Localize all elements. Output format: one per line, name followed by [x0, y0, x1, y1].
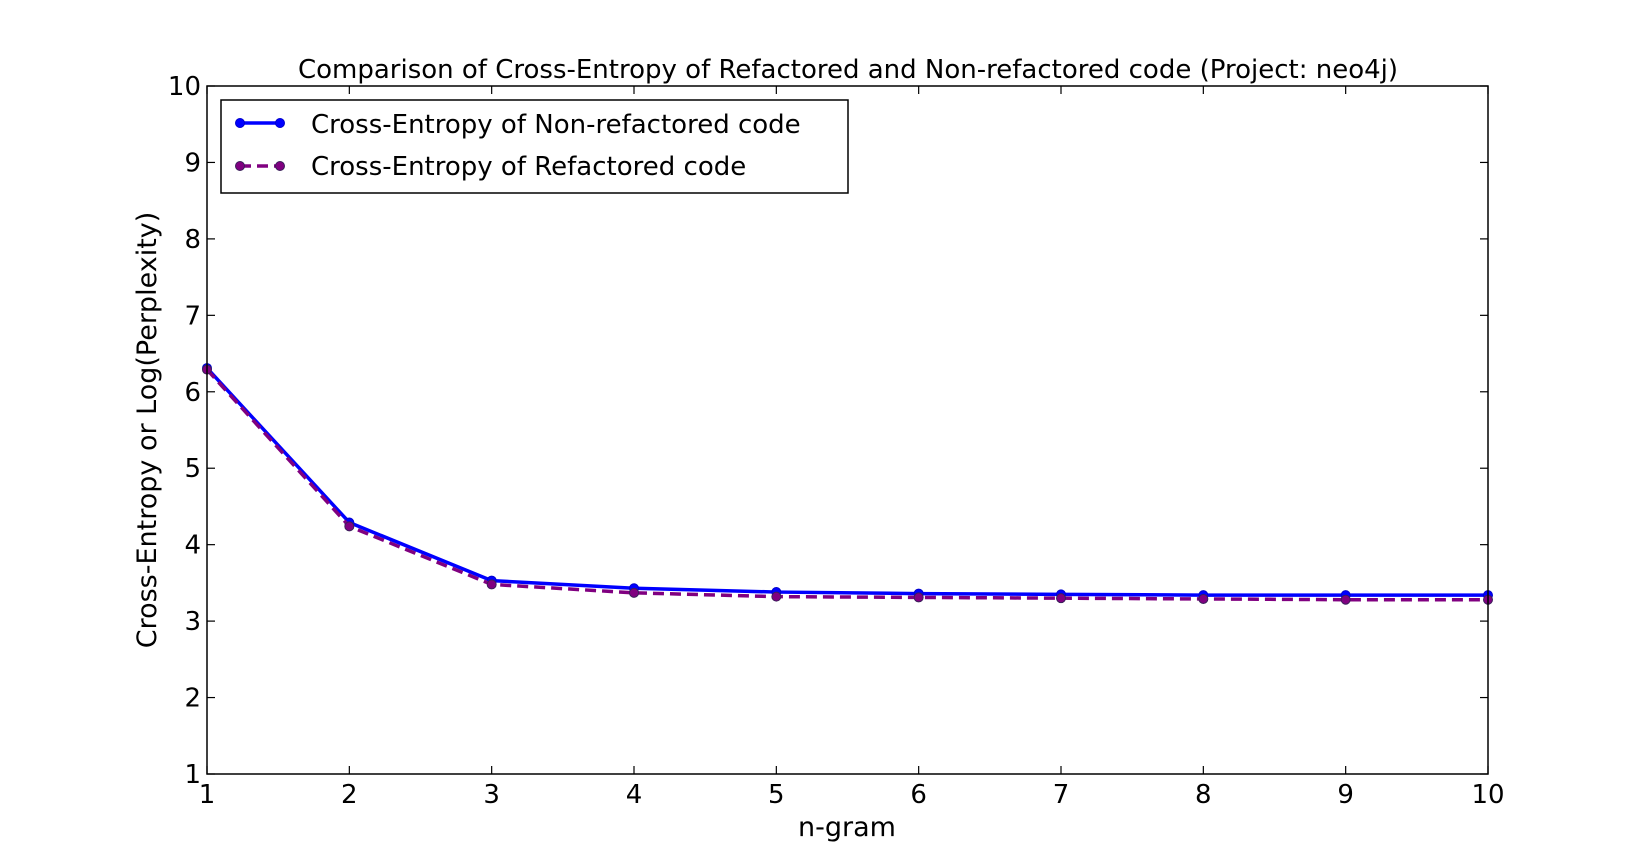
legend-marker-non-refactored [235, 118, 245, 128]
y-tick-label: 1 [184, 760, 201, 790]
x-tick-label: 3 [483, 780, 500, 810]
x-tick-label: 4 [626, 780, 643, 810]
legend-entry-refactored: Cross-Entropy of Refactored code [235, 152, 746, 182]
legend: Cross-Entropy of Non-refactored code Cro… [220, 99, 849, 194]
series-line-refactored [205, 368, 1488, 602]
data-point-refactored [344, 521, 355, 532]
chart-title: Comparison of Cross-Entropy of Refactore… [298, 55, 1398, 85]
y-tick-label: 4 [184, 531, 201, 561]
legend-marker-refactored [235, 161, 245, 171]
legend-box [220, 99, 849, 194]
y-tick-label: 8 [184, 225, 201, 255]
y-tick-label: 3 [184, 607, 201, 637]
x-tick-label: 6 [910, 780, 927, 810]
axis-ticks: 1 2 3 4 5 6 7 8 9 10 1 2 3 4 5 6 7 8 9 10 [168, 72, 1505, 810]
data-point-refactored [486, 579, 497, 590]
x-tick-label: 2 [341, 780, 358, 810]
data-point-refactored [1198, 593, 1209, 604]
x-tick-label: 5 [768, 780, 785, 810]
x-axis-title: n-gram [798, 812, 896, 843]
y-tick-label: 2 [184, 684, 201, 714]
series-group [202, 363, 1493, 605]
x-tick-label: 7 [1053, 780, 1070, 810]
legend-label-non-refactored: Cross-Entropy of Non-refactored code [311, 110, 801, 140]
y-tick-label: 6 [184, 378, 201, 408]
data-point-refactored [1056, 593, 1066, 604]
y-tick-label: 5 [184, 454, 201, 484]
legend-label-refactored: Cross-Entropy of Refactored code [311, 152, 746, 182]
data-point-refactored [771, 591, 782, 602]
plot-frame [206, 85, 1489, 775]
legend-marker-refactored [275, 161, 285, 171]
x-tick-label: 10 [1471, 780, 1504, 810]
data-point-refactored [913, 592, 924, 603]
y-tick-label: 9 [184, 148, 201, 178]
data-point-refactored [1340, 594, 1351, 605]
legend-marker-non-refactored [275, 118, 285, 128]
x-tick-label: 8 [1195, 780, 1212, 810]
data-point-refactored [629, 587, 639, 598]
x-tick-label: 1 [199, 780, 216, 810]
y-axis-title: Cross-Entropy or Log(Perplexity) [132, 212, 163, 649]
series-non-refactored [202, 363, 1493, 601]
y-tick-label: 7 [184, 301, 201, 331]
legend-entry-non-refactored: Cross-Entropy of Non-refactored code [235, 110, 801, 140]
y-tick-label: 10 [168, 72, 201, 102]
x-tick-label: 9 [1337, 780, 1354, 810]
series-line-non-refactored [205, 366, 1488, 597]
series-refactored [202, 364, 1493, 605]
